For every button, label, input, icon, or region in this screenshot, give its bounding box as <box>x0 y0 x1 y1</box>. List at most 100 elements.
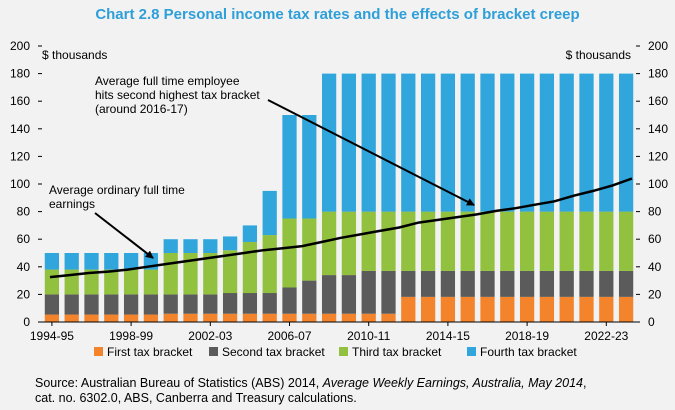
y-tick-label-right-160: 160 <box>648 94 668 108</box>
bar-third-tax-bracket-2015-16 <box>460 211 475 271</box>
bar-first-tax-bracket-2000-01 <box>163 313 178 322</box>
bar-third-tax-bracket-1997-98 <box>104 269 119 295</box>
x-tick-label-2022-23: 2022-23 <box>584 329 628 343</box>
bar-first-tax-bracket-2009-10 <box>341 313 357 322</box>
chart-title: Chart 2.8 Personal income tax rates and … <box>95 6 580 23</box>
earnings-line <box>49 177 633 279</box>
bar-fourth-tax-bracket-2002-03 <box>203 239 218 253</box>
bar-fourth-tax-bracket-1998-99 <box>123 253 139 270</box>
annotation-bracket: Average full time employee hits second h… <box>95 74 475 206</box>
bar-first-tax-bracket-2003-04 <box>222 313 238 322</box>
bar-second-tax-bracket-1999-00 <box>143 294 159 315</box>
x-tick-label-2018-19: 2018-19 <box>505 329 549 343</box>
bar-third-tax-bracket-2010-11 <box>361 211 376 271</box>
bar-third-tax-bracket-2021-22 <box>579 211 594 271</box>
bar-second-tax-bracket-2022-23 <box>599 270 614 297</box>
bar-second-tax-bracket-2009-10 <box>341 275 357 314</box>
bar-second-tax-bracket-2021-22 <box>579 270 594 297</box>
bar-fourth-tax-bracket-2011-12 <box>381 73 396 212</box>
source-prefix: Source: Australian Bureau of Statistics … <box>35 376 323 390</box>
bars-layer <box>44 73 634 322</box>
bar-third-tax-bracket-2022-23 <box>599 211 614 271</box>
x-tick-label-1998-99: 1998-99 <box>109 329 153 343</box>
annotation-bracket-arrow <box>267 99 475 206</box>
bar-first-tax-bracket-2013-14 <box>420 296 436 322</box>
bar-fourth-tax-bracket-2004-05 <box>242 225 258 242</box>
bar-first-tax-bracket-1999-00 <box>143 314 159 322</box>
annotation-bracket-line-3: (around 2016-17) <box>95 102 188 116</box>
bar-second-tax-bracket-2016-17 <box>480 270 495 297</box>
bar-fourth-tax-bracket-2000-01 <box>163 239 178 253</box>
bar-first-tax-bracket-1996-97 <box>84 314 99 322</box>
bar-first-tax-bracket-2015-16 <box>460 296 475 322</box>
y-tick-label-left-0: 0 <box>23 315 30 329</box>
bar-second-tax-bracket-2004-05 <box>242 293 258 314</box>
source-publication: Average Weekly Earnings, Australia, May … <box>322 376 583 390</box>
bar-first-tax-bracket-2020-21 <box>559 296 574 322</box>
bar-second-tax-bracket-1998-99 <box>123 294 139 315</box>
bar-second-tax-bracket-2013-14 <box>420 270 436 297</box>
bar-fourth-tax-bracket-2019-20 <box>539 73 555 212</box>
bar-third-tax-bracket-2017-18 <box>500 211 515 271</box>
bar-third-tax-bracket-2018-19 <box>519 211 535 271</box>
bar-second-tax-bracket-2003-04 <box>222 293 238 314</box>
bar-first-tax-bracket-2023-24 <box>618 296 634 322</box>
bar-third-tax-bracket-2013-14 <box>420 211 436 271</box>
bar-second-tax-bracket-2007-08 <box>302 280 317 314</box>
bar-fourth-tax-bracket-2014-15 <box>440 73 456 212</box>
bar-fourth-tax-bracket-2015-16 <box>460 73 475 212</box>
bar-third-tax-bracket-2019-20 <box>539 211 555 271</box>
bar-third-tax-bracket-2004-05 <box>242 241 258 294</box>
legend-label-2: Second tax bracket <box>222 345 325 359</box>
bar-fourth-tax-bracket-2007-08 <box>302 115 317 219</box>
bar-fourth-tax-bracket-1994-95 <box>44 253 60 270</box>
y-tick-label-right-80: 80 <box>648 205 662 219</box>
bar-fourth-tax-bracket-2010-11 <box>361 73 376 212</box>
bar-first-tax-bracket-2017-18 <box>500 296 515 322</box>
x-tick-label-2006-07: 2006-07 <box>267 329 311 343</box>
bar-third-tax-bracket-2008-09 <box>321 211 337 276</box>
bar-first-tax-bracket-2014-15 <box>440 296 456 322</box>
bar-third-tax-bracket-2009-10 <box>341 211 357 276</box>
y-tick-label-left-200: 200 <box>10 39 30 53</box>
bar-second-tax-bracket-2005-06 <box>262 293 277 314</box>
bar-fourth-tax-bracket-2009-10 <box>341 73 357 212</box>
y-tick-label-left-80: 80 <box>17 205 31 219</box>
bar-third-tax-bracket-2012-13 <box>401 211 416 271</box>
bar-first-tax-bracket-2008-09 <box>321 313 337 322</box>
bar-first-tax-bracket-2010-11 <box>361 313 376 322</box>
bar-first-tax-bracket-2007-08 <box>302 313 317 322</box>
bar-third-tax-bracket-2000-01 <box>163 253 178 295</box>
bar-fourth-tax-bracket-2005-06 <box>262 190 277 236</box>
bar-second-tax-bracket-2008-09 <box>321 275 337 314</box>
y-tick-label-right-40: 40 <box>648 260 662 274</box>
legend-label-4: Fourth tax bracket <box>480 345 577 359</box>
y-tick-label-left-180: 180 <box>10 67 30 81</box>
y-tick-label-left-140: 140 <box>10 122 30 136</box>
bar-fourth-tax-bracket-2020-21 <box>559 73 574 212</box>
y-tick-label-left-100: 100 <box>10 177 30 191</box>
bar-second-tax-bracket-2001-02 <box>183 294 198 314</box>
bar-fourth-tax-bracket-2016-17 <box>480 73 495 212</box>
bar-second-tax-bracket-2012-13 <box>401 270 416 297</box>
bar-second-tax-bracket-2000-01 <box>163 294 178 314</box>
y-tick-label-left-40: 40 <box>17 260 31 274</box>
bar-first-tax-bracket-2022-23 <box>599 296 614 322</box>
legend-label-1: First tax bracket <box>107 345 193 359</box>
source-note: Source: Australian Bureau of Statistics … <box>35 376 665 406</box>
bar-first-tax-bracket-2006-07 <box>282 313 297 322</box>
annotation-earnings: Average ordinary full time earnings <box>49 183 185 259</box>
bar-first-tax-bracket-2018-19 <box>519 296 535 322</box>
bar-second-tax-bracket-2010-11 <box>361 270 376 314</box>
y-tick-label-right-200: 200 <box>648 39 668 53</box>
bar-second-tax-bracket-2019-20 <box>539 270 555 297</box>
bar-third-tax-bracket-1998-99 <box>123 269 139 295</box>
bar-first-tax-bracket-2019-20 <box>539 296 555 322</box>
x-tick-label-2014-15: 2014-15 <box>426 329 470 343</box>
y-tick-label-right-100: 100 <box>648 177 668 191</box>
bar-fourth-tax-bracket-1997-98 <box>104 253 119 270</box>
y-tick-label-left-60: 60 <box>17 232 31 246</box>
annotation-earnings-line-2: earnings <box>49 197 95 211</box>
bar-second-tax-bracket-2011-12 <box>381 270 396 314</box>
